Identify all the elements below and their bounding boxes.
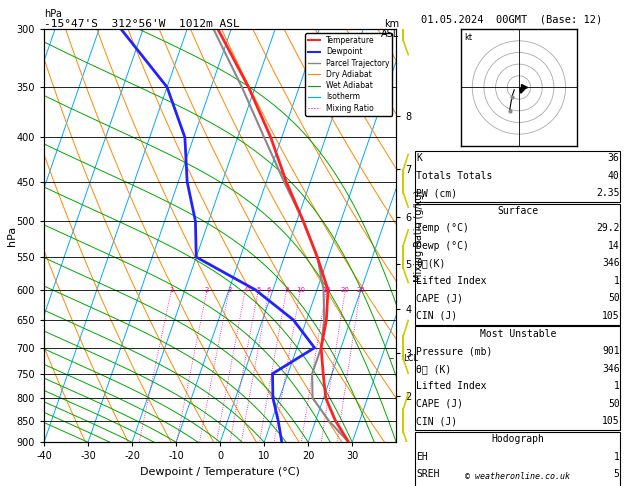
Text: Hodograph: Hodograph [491,434,545,444]
Text: EH: EH [416,451,428,462]
Text: 1: 1 [169,287,174,293]
Text: Surface: Surface [498,206,538,216]
Text: 6: 6 [267,287,271,293]
Text: CIN (J): CIN (J) [416,311,457,321]
Text: 14: 14 [608,241,620,251]
Text: © weatheronline.co.uk: © weatheronline.co.uk [465,472,570,481]
Text: 105: 105 [602,417,620,426]
Text: 5: 5 [614,469,620,479]
Text: Pressure (mb): Pressure (mb) [416,347,493,356]
Text: 50: 50 [608,294,620,303]
Text: K: K [416,153,422,163]
Text: 8: 8 [284,287,289,293]
Text: 2: 2 [205,287,209,293]
Legend: Temperature, Dewpoint, Parcel Trajectory, Dry Adiabat, Wet Adiabat, Isotherm, Mi: Temperature, Dewpoint, Parcel Trajectory… [305,33,392,116]
Text: hPa: hPa [44,9,62,19]
Text: 1: 1 [614,382,620,391]
Text: 1: 1 [614,451,620,462]
Text: 4: 4 [243,287,248,293]
Text: 3: 3 [227,287,231,293]
Text: -15°47'S  312°56'W  1012m ASL: -15°47'S 312°56'W 1012m ASL [44,19,240,30]
X-axis label: Dewpoint / Temperature (°C): Dewpoint / Temperature (°C) [140,467,300,477]
Text: PW (cm): PW (cm) [416,188,457,198]
Text: Lifted Index: Lifted Index [416,276,487,286]
Text: Dewp (°C): Dewp (°C) [416,241,469,251]
Text: 29.2: 29.2 [596,224,620,233]
Text: 2.35: 2.35 [596,188,620,198]
Text: 25: 25 [356,287,365,293]
Text: 105: 105 [602,311,620,321]
Text: 5: 5 [256,287,260,293]
Text: 901: 901 [602,347,620,356]
Text: km
ASL: km ASL [381,19,399,39]
Text: 10: 10 [296,287,305,293]
Text: 50: 50 [608,399,620,409]
Text: 346: 346 [602,364,620,374]
Text: CIN (J): CIN (J) [416,417,457,426]
Text: 40: 40 [608,171,620,181]
Text: Most Unstable: Most Unstable [480,329,556,339]
Text: kt: kt [464,33,472,42]
Text: θᴇ (K): θᴇ (K) [416,364,452,374]
Text: LCL: LCL [403,354,418,363]
Text: 15: 15 [322,287,331,293]
Text: 01.05.2024  00GMT  (Base: 12): 01.05.2024 00GMT (Base: 12) [421,15,603,25]
Text: hPa: hPa [8,226,18,246]
Text: CAPE (J): CAPE (J) [416,399,464,409]
Text: Lifted Index: Lifted Index [416,382,487,391]
Text: 36: 36 [608,153,620,163]
Text: CAPE (J): CAPE (J) [416,294,464,303]
Y-axis label: Mixing Ratio (g/kg): Mixing Ratio (g/kg) [415,190,425,282]
Text: SREH: SREH [416,469,440,479]
Text: 1: 1 [614,276,620,286]
Text: θᴇ(K): θᴇ(K) [416,259,446,268]
Text: 346: 346 [602,259,620,268]
Text: Temp (°C): Temp (°C) [416,224,469,233]
Text: 20: 20 [341,287,350,293]
Text: Totals Totals: Totals Totals [416,171,493,181]
